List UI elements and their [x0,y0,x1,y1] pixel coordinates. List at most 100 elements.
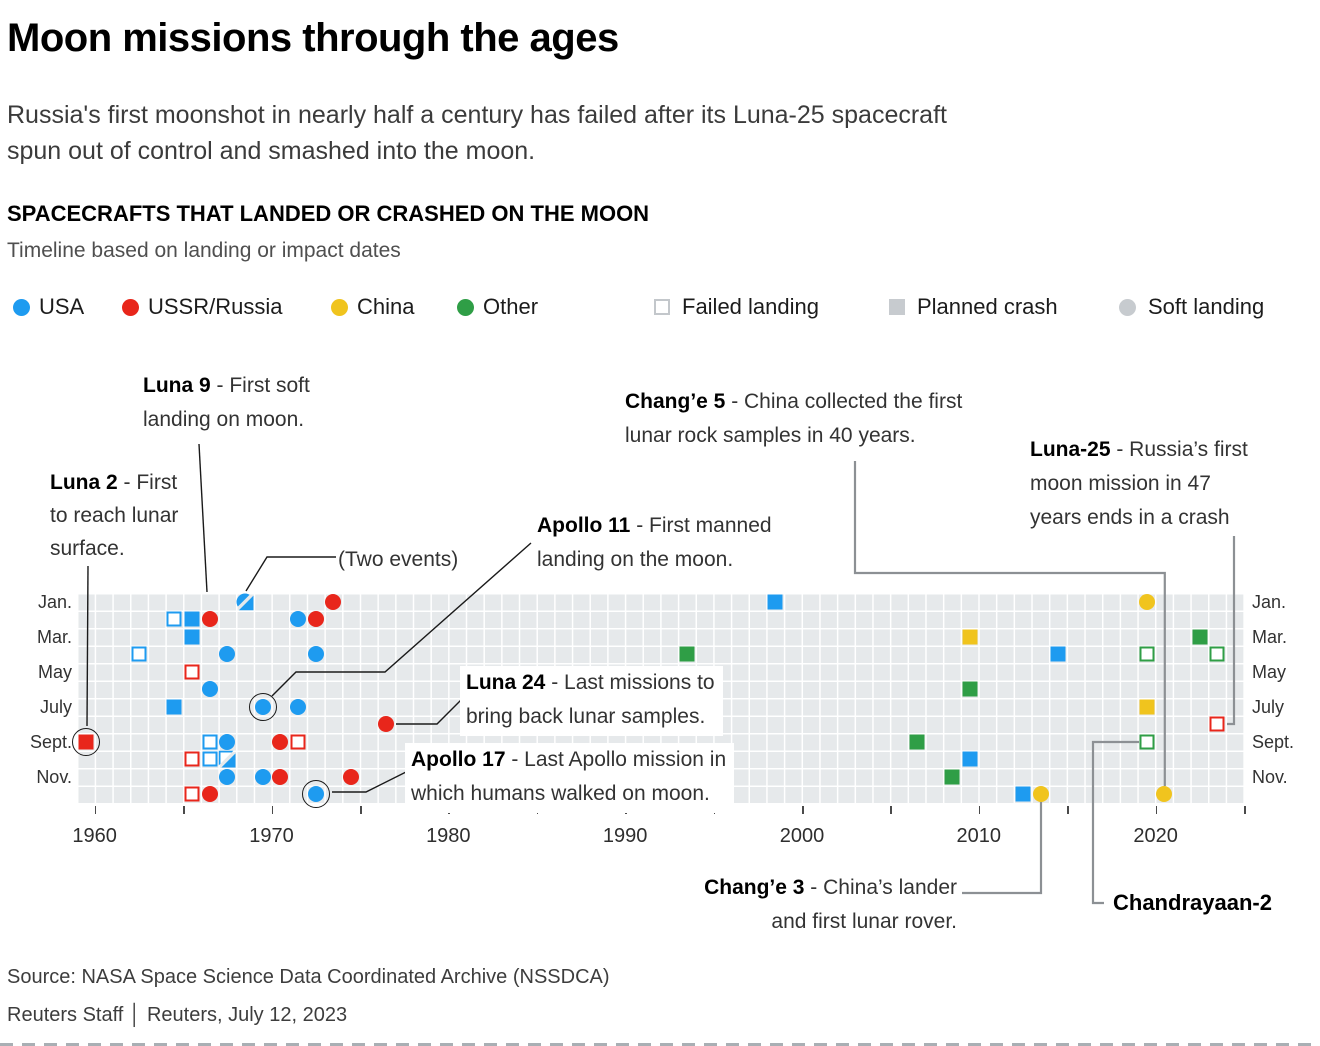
y-axis-label-right: Sept. [1252,731,1295,752]
y-axis-label-left: Mar. [36,626,72,647]
annotation-two-events: (Two events) [338,543,458,577]
intro-line-1: Russia's first moonshot in nearly half a… [7,101,947,129]
x-axis-tick [271,806,274,814]
x-axis-tick [1067,806,1069,814]
legend-soft-label: Soft landing [1148,294,1265,319]
y-axis-label-left: Sept. [29,731,72,752]
source-line: Source: NASA Space Science Data Coordina… [7,966,610,988]
x-axis-year-label: 1960 [72,825,117,847]
page-title: Moon missions through the ages [7,16,619,60]
x-axis-year-label: 1970 [249,825,294,847]
annotation-apollo11: Apollo 11 - First manned landing on the … [537,509,772,577]
y-axis-label-right: Mar. [1252,626,1288,647]
annotation-luna25-text1: - Russia’s first [1110,438,1248,461]
legend-failed-label: Failed landing [682,294,819,319]
luna9-connector [198,443,208,593]
annotation-luna24-name: Luna 24 [466,671,546,694]
section-title: SPACECRAFTS THAT LANDED OR CRASHED ON TH… [7,201,650,226]
annotation-luna25-name: Luna-25 [1030,438,1111,461]
annotation-luna25-text2: moon mission in 47 [1030,472,1211,495]
legend-china: China [331,294,415,319]
annotation-apollo17-name: Apollo 17 [411,748,506,771]
annotation-luna9-text1: - First soft [210,374,310,397]
x-axis-tick [94,806,97,814]
x-axis-tick [183,806,185,814]
legend-planned-label: Planned crash [917,294,1058,319]
annotation-luna24-text1: - Last missions to [545,671,715,694]
y-axis-label-right: Nov. [1252,766,1288,787]
x-axis-tick [890,806,892,814]
annotation-luna9-name: Luna 9 [143,374,211,397]
y-axis-label-right: Jan. [1252,591,1287,612]
annotation-luna2-name: Luna 2 [50,471,118,494]
annotation-luna2-text2: to reach lunar [50,504,179,527]
x-axis-year-label: 2020 [1133,825,1178,847]
annotation-luna9: Luna 9 - First soft landing on moon. [143,369,310,437]
annotation-apollo11-name: Apollo 11 [537,514,631,537]
annotation-change5-text2: lunar rock samples in 40 years. [625,424,916,447]
legend-soft-landing: Soft landing [1119,294,1265,319]
filled-square-icon [889,299,905,315]
china-color-dot-icon [331,298,348,316]
bottom-divider [0,1043,1320,1046]
x-axis-tick [978,806,981,814]
annotation-apollo17: Apollo 17 - Last Apollo mission in which… [405,743,735,813]
y-axis-label-left: Jan. [37,591,72,612]
annotation-two-events-text: (Two events) [338,548,459,571]
legend-usa-label: USA [39,294,85,319]
intro-paragraph: Russia's first moonshot in nearly half a… [7,97,947,169]
annotation-luna24-text2: bring back lunar samples. [466,705,706,728]
annotation-luna2-text1: - First [117,471,178,494]
annotation-chandrayaan2-text: Chandrayaan-2 [1113,890,1272,915]
annotation-luna2-text3: surface. [50,537,125,560]
annotation-apollo11-text2: landing on the moon. [537,548,734,571]
annotation-change3: Chang’e 3 - China’s lander and first lun… [600,871,957,939]
annotation-change3-text2: and first lunar rover. [771,910,957,933]
usa-color-dot-icon [13,298,30,316]
annotation-change5-text1: - China collected the first [725,390,963,413]
y-axis-label-right: May [1252,661,1287,682]
filled-circle-icon [1119,298,1136,316]
legend-other-label: Other [483,294,539,319]
annotation-luna9-text2: landing on moon. [143,408,305,431]
open-square-icon [654,299,670,315]
annotation-change5-name: Chang’e 5 [625,390,726,413]
annotation-change3-text1: - China’s lander [804,876,957,899]
y-axis-label-left: May [37,661,72,682]
legend-usa: USA [13,294,85,319]
ussr-color-dot-icon [122,298,139,316]
x-axis-tick [1155,806,1158,814]
y-axis-label-left: Nov. [36,766,72,787]
intro-line-2: spun out of control and smashed into the… [7,137,536,165]
two-events-connector [245,556,336,592]
annotation-apollo17-text1: - Last Apollo mission in [505,748,727,771]
x-axis-tick [801,806,804,814]
x-axis-tick [1244,806,1246,814]
y-axis-label-right: July [1252,696,1285,717]
legend-other: Other [457,294,539,319]
byline: Reuters Staff │ Reuters, July 12, 2023 [7,1004,348,1026]
annotation-apollo11-text1: - First manned [630,514,772,537]
annotation-apollo17-text2: which humans walked on moon. [411,782,710,805]
x-axis-year-label: 2010 [956,825,1002,847]
other-color-dot-icon [457,298,474,316]
annotation-change3-name: Chang’e 3 [704,876,805,899]
x-axis-year-label: 2000 [779,825,825,847]
legend-ussr-label: USSR/Russia [148,294,283,319]
legend-planned-crash: Planned crash [889,294,1058,319]
annotation-chandrayaan2: Chandrayaan-2 [1113,886,1272,920]
chart-subtitle: Timeline based on landing or impact date… [7,239,401,262]
annotation-luna25: Luna-25 - Russia’s first moon mission in… [1030,433,1248,535]
x-axis-tick [359,806,362,814]
annotation-change5: Chang’e 5 - China collected the first lu… [625,385,962,453]
x-axis-year-label: 1980 [426,825,471,847]
annotation-luna24: Luna 24 - Last missions to bring back lu… [460,666,723,736]
legend-ussr-russia: USSR/Russia [122,294,283,319]
legend-china-label: China [357,294,415,319]
legend-failed-landing: Failed landing [654,294,819,319]
y-axis-label-left: July [39,696,72,717]
annotation-luna25-text3: years ends in a crash [1030,506,1230,529]
annotation-luna2: Luna 2 - First to reach lunar surface. [50,466,178,565]
x-axis-year-label: 1990 [602,825,648,847]
